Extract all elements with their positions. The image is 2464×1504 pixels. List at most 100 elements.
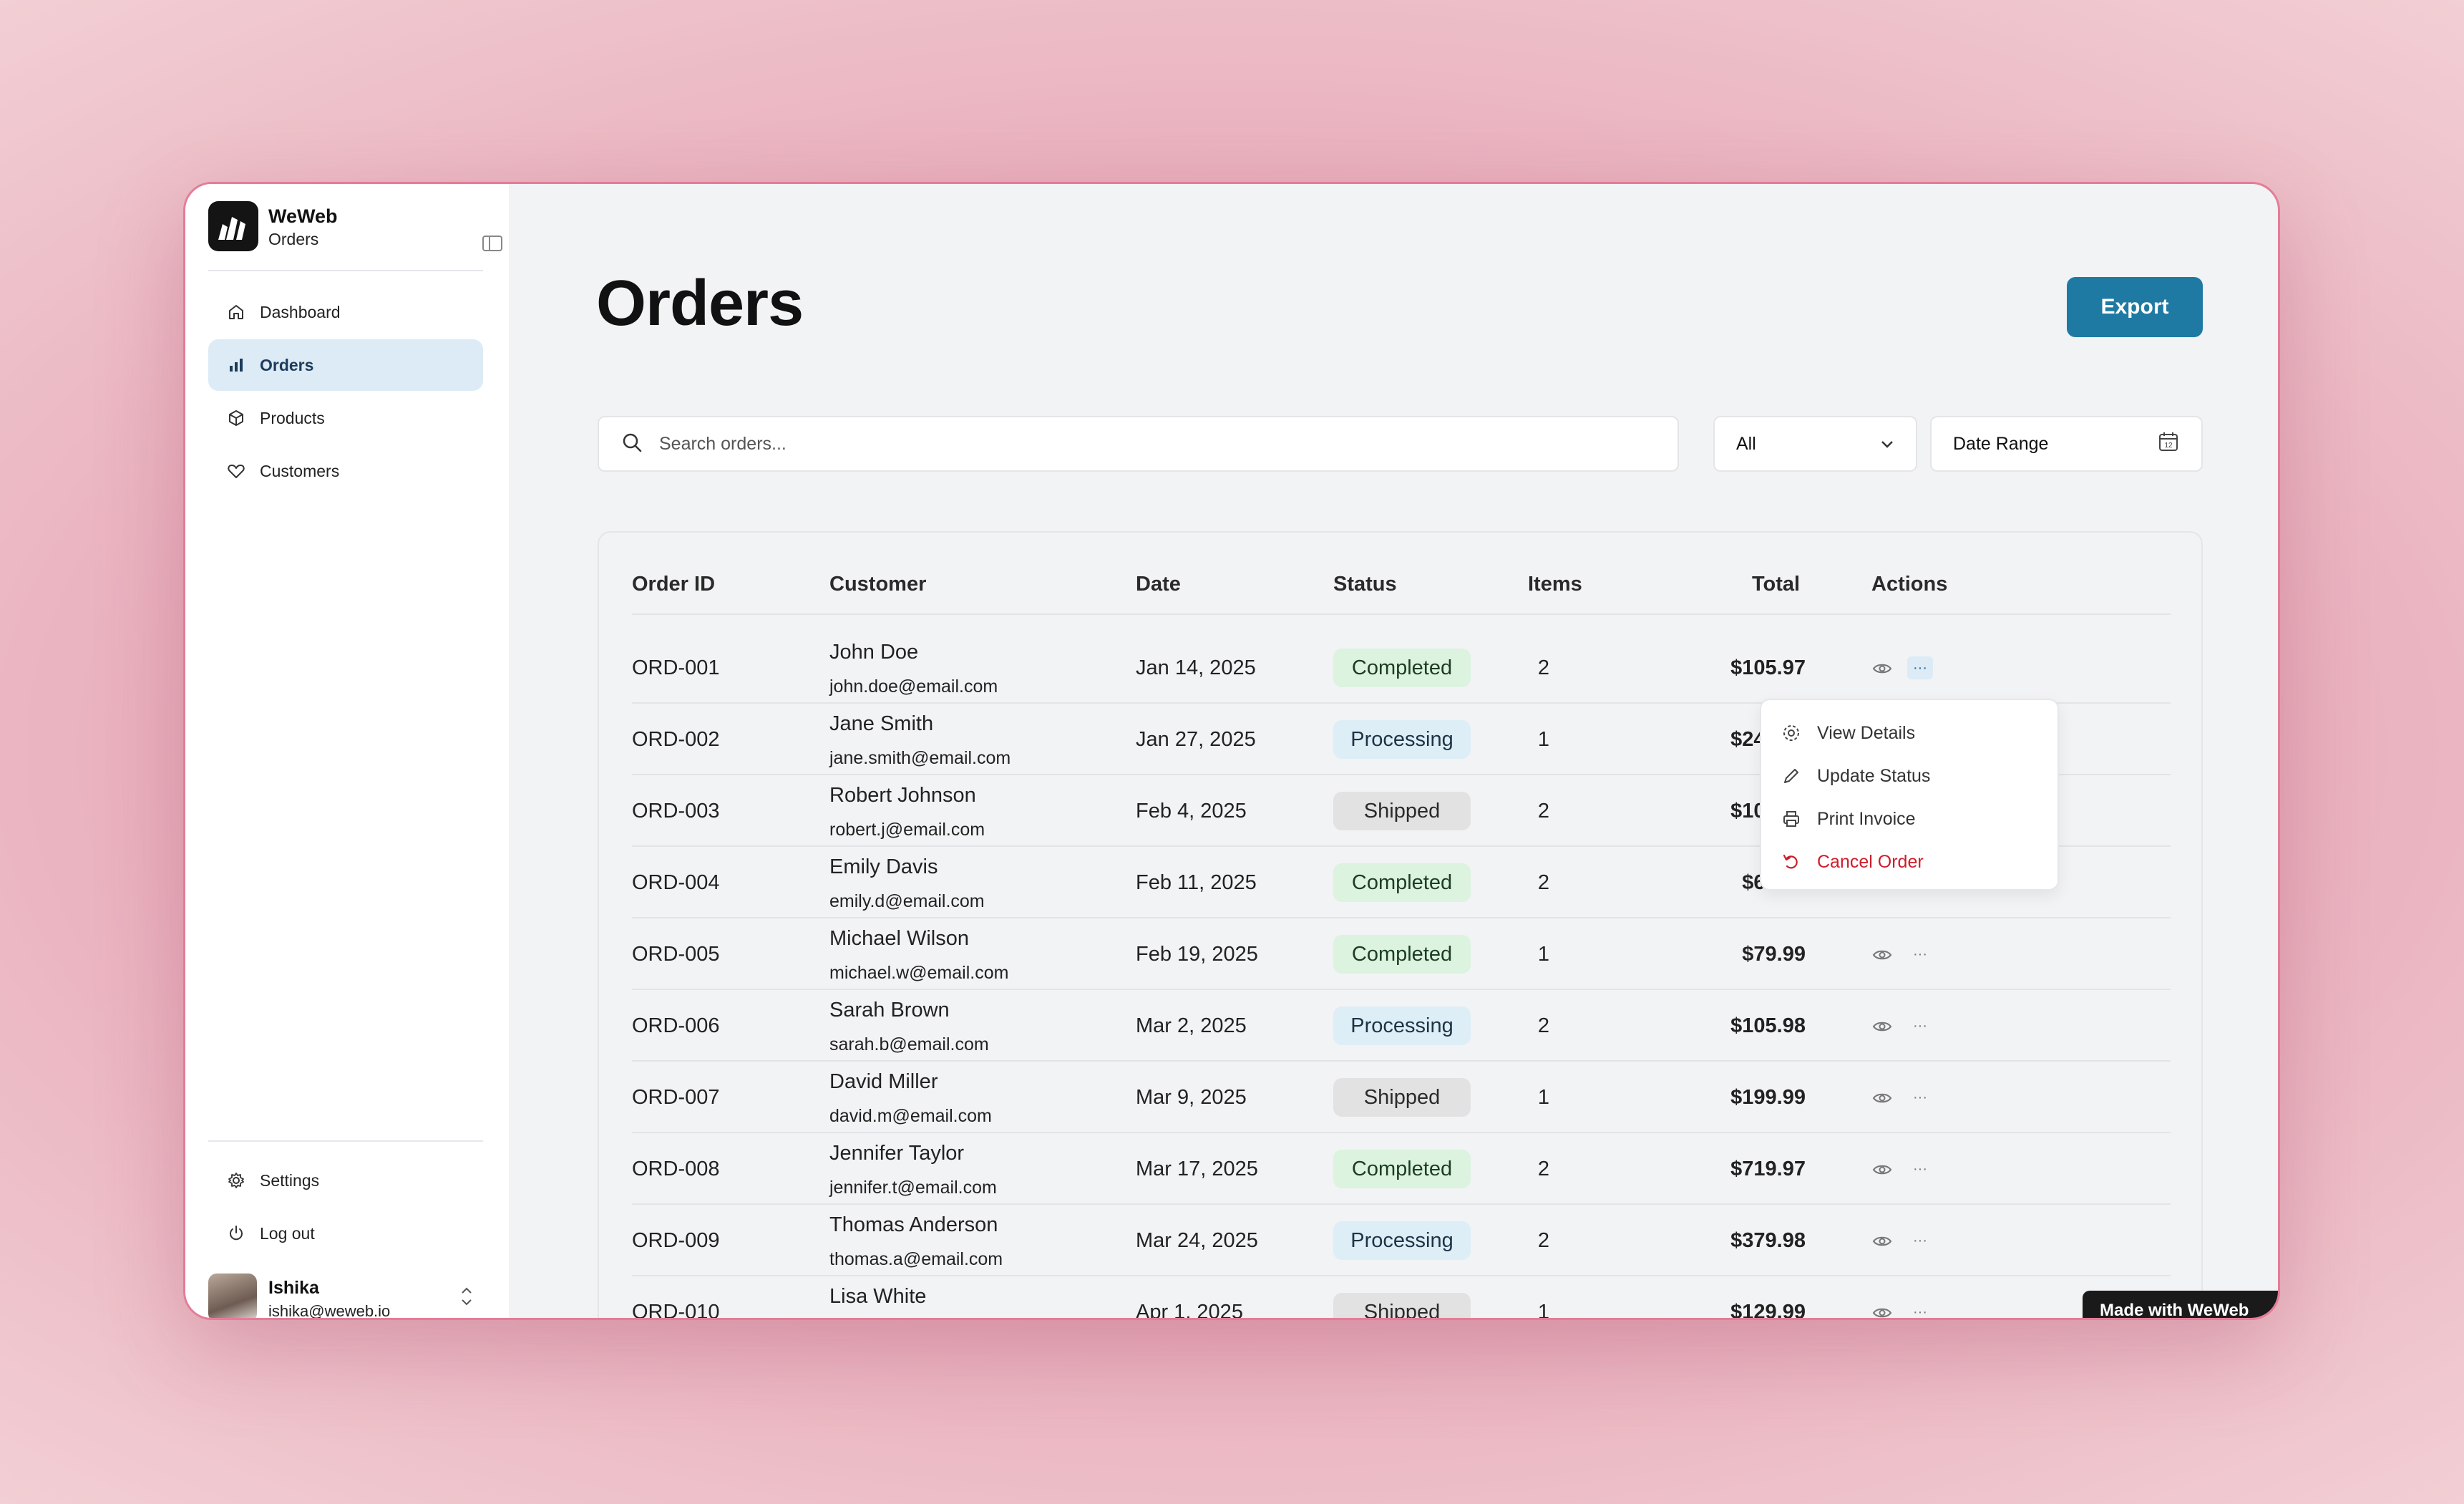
order-id: ORD-004 (632, 871, 720, 894)
sidebar-item-label: Log out (260, 1223, 315, 1243)
search-input[interactable] (659, 433, 1589, 455)
eye-icon[interactable] (1871, 1232, 1893, 1249)
customer-name: Thomas Anderson (829, 1213, 998, 1236)
menu-item-view-details[interactable]: View Details (1761, 712, 2058, 755)
menu-item-label: Update Status (1817, 765, 1931, 786)
table-row[interactable]: ORD-007 David Miller david.m@email.com Mar … (632, 1062, 2171, 1133)
menu-item-label: View Details (1817, 722, 1916, 743)
item-count: 2 (1537, 871, 1550, 894)
status-badge: Completed (1333, 935, 1471, 974)
table-row[interactable]: ORD-010 Lisa White Apr 1, 2025 Shipped 1 $129… (632, 1276, 2171, 1320)
more-options-icon[interactable]: ··· (1913, 1232, 1927, 1248)
header-items[interactable]: Items (1528, 573, 1582, 596)
more-options-icon[interactable]: ··· (1913, 1160, 1927, 1177)
table-row[interactable]: ORD-005 Michael Wilson michael.w@email.com… (632, 918, 2171, 990)
header-customer[interactable]: Customer (829, 573, 927, 596)
table-row[interactable]: ORD-008 Jennifer Taylor jennifer.t@email.c… (632, 1133, 2171, 1205)
svg-text:12: 12 (2164, 442, 2173, 450)
order-date: Feb 19, 2025 (1136, 943, 1258, 966)
more-options-icon[interactable]: ··· (1907, 656, 1933, 679)
sidebar-item-settings[interactable]: Settings (208, 1155, 483, 1206)
header-total[interactable]: Total (1752, 573, 1801, 596)
export-button[interactable]: Export (2067, 277, 2203, 337)
customer-email: jane.smith@email.com (829, 748, 1011, 768)
item-count: 2 (1537, 1158, 1550, 1180)
chevron-up-down-icon[interactable] (459, 1285, 474, 1311)
sidebar-bottom-nav: Settings Log out (208, 1155, 483, 1261)
customer-email: sarah.b@email.com (829, 1034, 989, 1054)
order-id: ORD-005 (632, 943, 720, 966)
customer-name: John Doe (829, 641, 919, 664)
table-row[interactable]: ORD-006 Sarah Brown sarah.b@email.com Mar 2… (632, 990, 2171, 1062)
item-count: 1 (1537, 943, 1550, 966)
brand-header[interactable]: WeWeb Orders (208, 201, 502, 258)
eye-icon[interactable] (1871, 1304, 1893, 1318)
table-row[interactable]: ORD-001 John Doe john.doe@email.com Jan 14,… (632, 632, 2171, 704)
table-row[interactable]: ORD-003 Robert Johnson robert.j@email.com F… (632, 775, 2171, 847)
menu-item-label: Print Invoice (1817, 808, 1916, 829)
sidebar-item-dashboard[interactable]: Dashboard (208, 286, 483, 338)
item-count: 1 (1537, 1301, 1550, 1320)
weweb-logo (208, 201, 258, 251)
eye-icon[interactable] (1871, 1160, 1893, 1178)
menu-item-cancel-order[interactable]: Cancel Order (1761, 840, 2058, 883)
more-options-icon[interactable]: ··· (1913, 1017, 1927, 1034)
customer-email: robert.j@email.com (829, 820, 985, 840)
customer-email: jennifer.t@email.com (829, 1178, 997, 1198)
bar-chart-icon (225, 354, 247, 376)
gear-icon (225, 1170, 247, 1191)
order-date: Feb 4, 2025 (1136, 800, 1247, 823)
date-range-picker[interactable]: Date Range 12 (1930, 416, 2203, 472)
status-badge: Shipped (1333, 1078, 1471, 1117)
order-id: ORD-006 (632, 1014, 720, 1037)
sidebar-item-logout[interactable]: Log out (208, 1208, 483, 1259)
heart-icon (225, 460, 247, 482)
status-filter-select[interactable]: All (1713, 416, 1917, 472)
order-date: Apr 1, 2025 (1136, 1301, 1243, 1320)
order-date: Mar 9, 2025 (1136, 1086, 1247, 1109)
sidebar-item-products[interactable]: Products (208, 392, 483, 444)
status-badge: Processing (1333, 1006, 1471, 1045)
header-order-id[interactable]: Order ID (632, 573, 716, 596)
undo-icon (1780, 850, 1803, 873)
menu-item-print-invoice[interactable]: Print Invoice (1761, 797, 2058, 840)
menu-item-update-status[interactable]: Update Status (1761, 755, 2058, 797)
order-date: Mar 17, 2025 (1136, 1158, 1258, 1180)
search-bar[interactable] (598, 416, 1679, 472)
status-filter-value: All (1736, 433, 1756, 454)
order-total: $379.98 (1730, 1229, 1806, 1252)
eye-icon[interactable] (1871, 1017, 1893, 1034)
sidebar-collapse-icon[interactable] (482, 234, 503, 253)
header-date[interactable]: Date (1136, 573, 1181, 596)
eye-icon[interactable] (1871, 946, 1893, 963)
order-id: ORD-008 (632, 1158, 720, 1180)
order-total: $199.99 (1730, 1086, 1806, 1109)
item-count: 2 (1537, 656, 1550, 679)
sidebar-divider (208, 270, 483, 271)
app-window: WeWeb Orders Dashboard Orders (183, 182, 2280, 1320)
more-options-icon[interactable]: ··· (1913, 946, 1927, 962)
calendar-icon: 12 (2157, 430, 2180, 458)
user-profile[interactable]: Ishika ishika@weweb.io (208, 1273, 487, 1318)
chevron-down-icon (1880, 434, 1894, 455)
made-with-weweb-badge[interactable]: Made with WeWeb (2083, 1291, 2278, 1318)
sidebar-item-orders[interactable]: Orders (208, 339, 483, 391)
eye-icon[interactable] (1871, 1089, 1893, 1106)
printer-icon (1780, 807, 1803, 830)
table-row[interactable]: ORD-009 Thomas Anderson thomas.a@email.com… (632, 1205, 2171, 1276)
header-status[interactable]: Status (1333, 573, 1397, 596)
settings-icon (1780, 722, 1803, 744)
customer-email: emily.d@email.com (829, 891, 985, 911)
sidebar: WeWeb Orders Dashboard Orders (185, 184, 509, 1318)
sidebar-item-customers[interactable]: Customers (208, 445, 483, 497)
more-options-icon[interactable]: ··· (1913, 1304, 1927, 1320)
more-options-icon[interactable]: ··· (1913, 1089, 1927, 1105)
status-badge: Shipped (1333, 1293, 1471, 1318)
order-date: Jan 27, 2025 (1136, 728, 1256, 751)
customer-email: thomas.a@email.com (829, 1249, 1003, 1269)
brand-name: WeWeb (268, 205, 338, 227)
eye-icon[interactable] (1871, 659, 1893, 676)
table-row[interactable]: ORD-004 Emily Davis emily.d@email.com Feb 1… (632, 847, 2171, 918)
status-badge: Shipped (1333, 792, 1471, 830)
item-count: 2 (1537, 1229, 1550, 1252)
